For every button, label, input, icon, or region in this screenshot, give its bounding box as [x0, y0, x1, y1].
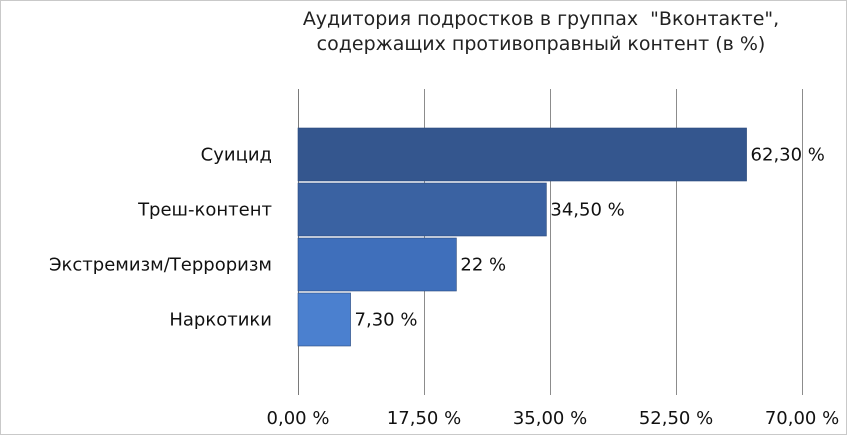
x-tick-label-4: 70,00 % [765, 408, 839, 429]
x-tick-label-0: 0,00 % [267, 408, 330, 429]
category-label-3: Наркотики [169, 310, 272, 331]
chart-title-line-1: Аудитория подростков в группах "Вконтакт… [302, 8, 780, 30]
value-label-3: 7,30 % [355, 310, 418, 331]
value-label-0: 62,30 % [751, 145, 825, 166]
x-tick-label-1: 17,50 % [387, 408, 461, 429]
value-label-1: 34,50 % [550, 200, 624, 221]
x-tick-label-3: 52,50 % [639, 408, 713, 429]
chart-title: Аудитория подростков в группах "Вконтакт… [271, 7, 811, 57]
chart-title-line-2: содержащих противоправный контент (в %) [316, 33, 766, 55]
category-label-2: Экстремизм/Терроризм [49, 255, 272, 276]
bar-1 [297, 182, 547, 237]
category-label-1: Треш-контент [137, 200, 272, 221]
value-label-2: 22 % [460, 255, 506, 276]
bar-2 [297, 237, 457, 292]
x-tick-label-2: 35,00 % [513, 408, 587, 429]
bar-3 [297, 292, 351, 347]
bar-0 [297, 127, 747, 182]
category-label-0: Суицид [201, 145, 272, 166]
